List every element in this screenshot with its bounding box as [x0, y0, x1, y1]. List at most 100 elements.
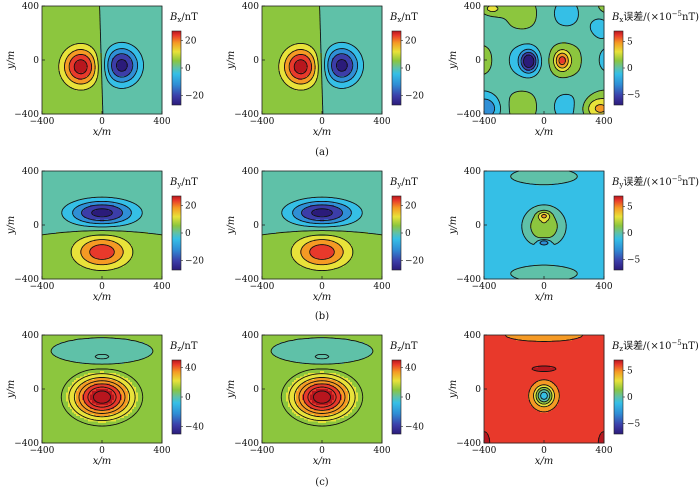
y-tick-label: 0: [33, 221, 39, 231]
y-axis-label: y/m: [6, 51, 17, 71]
x-axis-label: x/m: [313, 292, 332, 303]
y-tick-label: 400: [242, 2, 259, 12]
colorbar: [172, 196, 181, 270]
colorbar-tick-label: −5: [627, 255, 641, 265]
y-tick-label: 0: [33, 56, 39, 66]
y-tick-label: −400: [456, 110, 481, 120]
colorbar-title: Bx/nT: [389, 12, 418, 24]
colorbar-title: Bx/nT: [169, 12, 198, 24]
colorbar: [614, 360, 623, 434]
x-tick-label: 400: [595, 117, 612, 127]
x-axis-label: x/m: [93, 292, 112, 303]
colorbar-tick-label: 5: [627, 38, 633, 48]
x-tick-label: 0: [319, 282, 325, 292]
x-tick-label: 400: [373, 282, 390, 292]
colorbar-tick-label: 5: [627, 367, 633, 377]
y-tick-label: 0: [253, 56, 259, 66]
colorbar-title: By/nT: [169, 177, 198, 189]
x-tick-label: 0: [541, 117, 547, 127]
colorbar-tick-label: 0: [405, 229, 411, 239]
colorbar-title: By误差/(×10−5nT): [611, 175, 699, 189]
y-tick-label: 400: [464, 331, 481, 341]
contour-fill: [262, 335, 382, 443]
y-axis-label: y/m: [226, 380, 237, 400]
colorbar-tick-label: 0: [185, 64, 191, 74]
x-tick-label: 400: [373, 446, 390, 456]
y-tick-label: −400: [14, 275, 39, 285]
colorbar-tick-label: 0: [405, 64, 411, 74]
x-axis-label: x/m: [535, 127, 554, 138]
y-tick-label: 0: [475, 221, 481, 231]
y-tick-label: 400: [242, 331, 259, 341]
colorbar-tick-label: 20: [185, 37, 197, 47]
y-tick-label: 0: [253, 385, 259, 395]
x-axis-label: x/m: [93, 456, 112, 467]
row-caption: (b): [315, 311, 329, 322]
contour-fill: [484, 6, 604, 114]
x-tick-label: 0: [99, 446, 105, 456]
colorbar-tick-label: 20: [405, 37, 417, 47]
x-tick-label: 0: [541, 282, 547, 292]
y-axis-label: y/m: [226, 216, 237, 236]
colorbar-tick-label: 0: [627, 229, 633, 239]
colorbar-tick-label: 0: [405, 393, 411, 403]
colorbar-tick-label: −20: [405, 91, 424, 101]
colorbar-tick-label: 20: [405, 202, 417, 212]
colorbar-tick-label: −5: [627, 419, 641, 429]
contour-fill: [262, 171, 382, 279]
colorbar-title: Bz/nT: [389, 341, 418, 353]
x-axis-label: x/m: [535, 456, 554, 467]
colorbar-tick-label: 20: [185, 202, 197, 212]
y-tick-label: 400: [22, 2, 39, 12]
y-tick-label: −400: [234, 439, 259, 449]
x-tick-label: 400: [153, 117, 170, 127]
x-tick-label: 400: [153, 282, 170, 292]
y-tick-label: 400: [242, 167, 259, 177]
x-axis-label: x/m: [313, 127, 332, 138]
x-axis-label: x/m: [93, 127, 112, 138]
x-axis-label: x/m: [313, 456, 332, 467]
colorbar-tick-label: −20: [185, 256, 204, 266]
colorbar-tick-label: 40: [185, 363, 197, 373]
contour-fill: [42, 171, 162, 279]
y-tick-label: 400: [22, 331, 39, 341]
colorbar-tick-label: −20: [185, 91, 204, 101]
colorbar-tick-label: −40: [185, 423, 204, 433]
y-tick-label: −400: [234, 275, 259, 285]
colorbar: [614, 31, 623, 105]
x-tick-label: 0: [541, 446, 547, 456]
colorbar: [392, 31, 401, 105]
y-axis-label: y/m: [448, 380, 459, 400]
x-tick-label: 400: [595, 446, 612, 456]
y-axis-label: y/m: [226, 51, 237, 71]
y-tick-label: −400: [14, 110, 39, 120]
colorbar-tick-label: 5: [627, 203, 633, 213]
x-tick-label: 0: [319, 117, 325, 127]
colorbar-title: By/nT: [389, 177, 418, 189]
colorbar-title: Bz/nT: [169, 341, 198, 353]
x-tick-label: 400: [595, 282, 612, 292]
contour-fill: [484, 171, 604, 279]
colorbar-title: Bz误差/(×10−5nT): [611, 339, 699, 353]
contour-fill: [484, 335, 604, 443]
colorbar: [392, 196, 401, 270]
colorbar-tick-label: 40: [405, 363, 417, 373]
y-tick-label: −400: [456, 439, 481, 449]
y-tick-label: 0: [475, 385, 481, 395]
colorbar-tick-label: 0: [627, 64, 633, 74]
colorbar: [172, 31, 181, 105]
colorbar: [172, 360, 181, 434]
colorbar: [392, 360, 401, 434]
x-tick-label: 400: [373, 117, 390, 127]
colorbar-tick-label: −5: [627, 90, 641, 100]
y-tick-label: 400: [22, 167, 39, 177]
colorbar-tick-label: −40: [405, 423, 424, 433]
